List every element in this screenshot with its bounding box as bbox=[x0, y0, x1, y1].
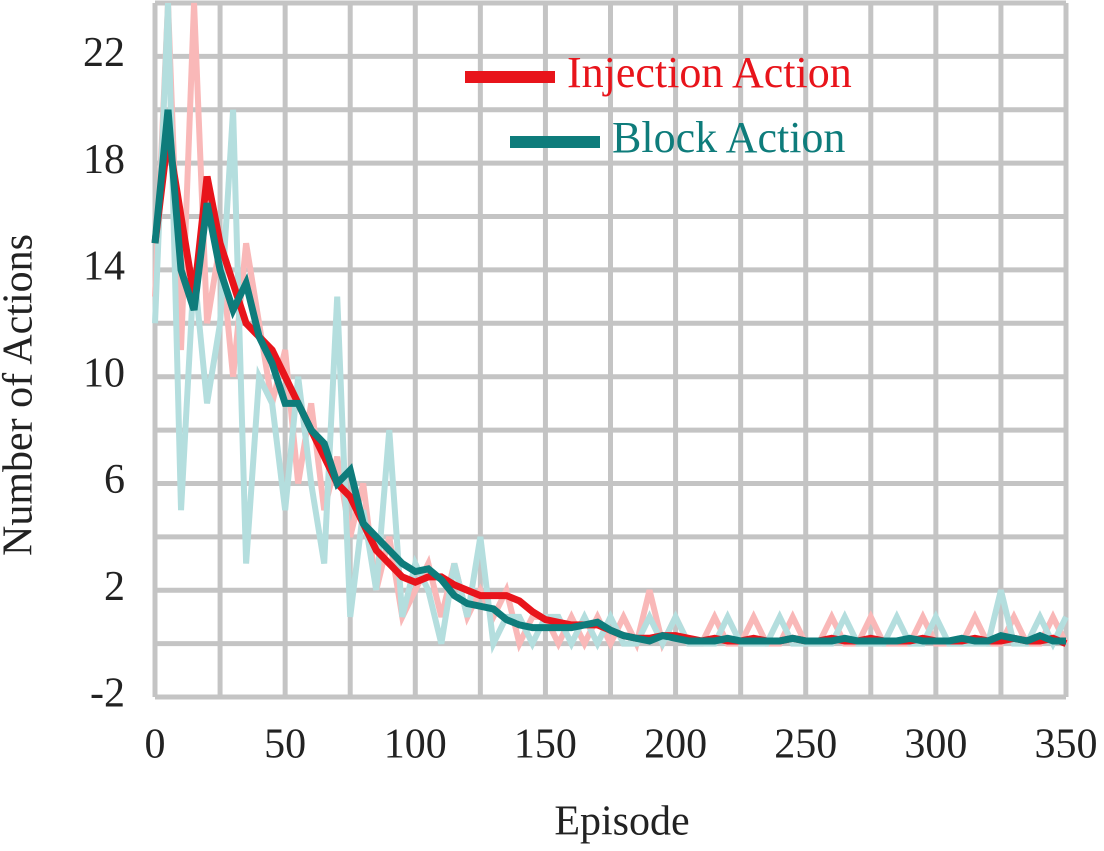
x-tick-label: 0 bbox=[145, 722, 166, 768]
series-line bbox=[151, 109, 1066, 645]
y-tick-label: 18 bbox=[83, 137, 125, 183]
y-tick-label: 6 bbox=[104, 457, 125, 503]
y-tick-label: 10 bbox=[83, 350, 125, 396]
legend-label: Injection Action bbox=[567, 48, 852, 97]
legend-label: Block Action bbox=[612, 113, 845, 162]
y-tick-label: -2 bbox=[90, 671, 125, 717]
y-tick-label: 2 bbox=[104, 564, 125, 610]
x-tick-label: 50 bbox=[264, 722, 306, 768]
y-tick-label: 14 bbox=[83, 244, 125, 290]
x-tick-label: 100 bbox=[384, 722, 447, 768]
y-axis-title: Number of Actions bbox=[0, 234, 42, 556]
x-tick-label: 150 bbox=[514, 722, 577, 768]
y-tick-label: 22 bbox=[83, 30, 125, 76]
grid bbox=[152, 0, 1069, 700]
x-tick-label: 300 bbox=[904, 722, 967, 768]
x-axis-title: Episode bbox=[554, 799, 689, 845]
x-tick-label: 350 bbox=[1035, 722, 1098, 768]
x-tick-label: 250 bbox=[774, 722, 837, 768]
x-tick-label: 200 bbox=[644, 722, 707, 768]
